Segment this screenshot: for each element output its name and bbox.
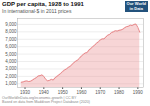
html-text:Based on data from Maddison Pr: Based on data from Maddison Project Data… [2,100,90,105]
svg-text:1970: 1970 [95,90,106,95]
html-text:In international-$ in 2011 pri: In international-$ in 2011 prices [2,8,72,14]
svg-text:2,000: 2,000 [5,74,17,79]
svg-text:4,000: 4,000 [5,59,17,64]
html-text:Our World: Our World [126,1,146,6]
svg-text:5,000: 5,000 [5,52,17,57]
svg-text:1990: 1990 [133,90,144,95]
html-text:OurWorldInData.org/economic-gr: OurWorldInData.org/economic-growth | CC … [2,96,77,100]
svg-text:1950: 1950 [58,90,69,95]
html-text:in Data: in Data [129,5,143,11]
svg-text:1960: 1960 [76,90,87,95]
svg-text:6,000: 6,000 [5,44,17,49]
svg-text:3,000: 3,000 [5,66,17,71]
html-text:GDP per capita, 1928 to 1991: GDP per capita, 1928 to 1991 [2,1,84,7]
svg-text:1930: 1930 [20,90,31,95]
svg-text:9,000: 9,000 [5,22,17,27]
svg-text:1980: 1980 [114,90,125,95]
svg-text:1,000: 1,000 [5,81,17,86]
svg-text:8,000: 8,000 [5,29,17,34]
svg-text:1940: 1940 [39,90,50,95]
svg-text:7,000: 7,000 [5,37,17,42]
